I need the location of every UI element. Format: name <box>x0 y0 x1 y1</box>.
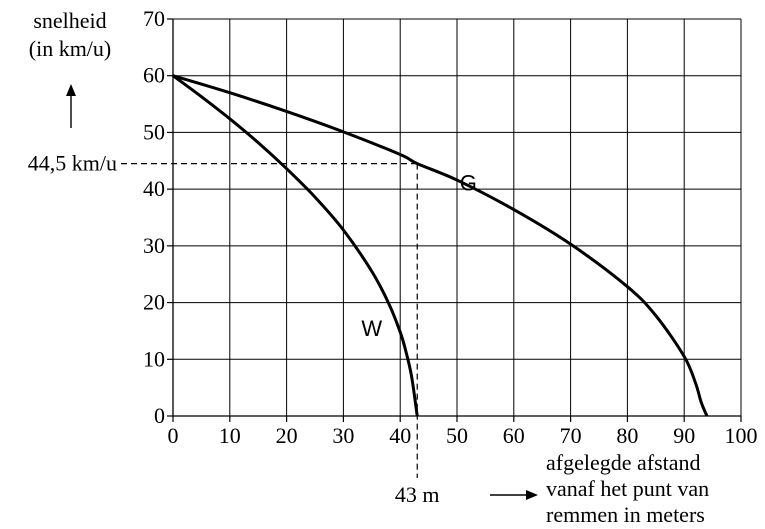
x-tick-label: 80 <box>616 423 638 448</box>
axes: 0 10 20 30 40 50 60 70 80 90 100 0 10 20 30 40 50 60 70 <box>143 6 758 448</box>
y-tick-label: 40 <box>143 176 165 201</box>
reference-lines <box>121 163 418 478</box>
series-label-g: G <box>460 170 477 195</box>
y-axis-arrow-head <box>66 84 76 96</box>
x-tick-label: 40 <box>389 423 411 448</box>
y-tick-label: 70 <box>143 6 165 31</box>
x-tick-label: 0 <box>168 423 179 448</box>
x-tick-label: 100 <box>725 423 758 448</box>
x-tick-label: 60 <box>503 423 525 448</box>
y-axis-label-line: (in km/u) <box>29 36 112 61</box>
series <box>172 74 709 417</box>
x-tick-label: 10 <box>219 423 241 448</box>
series-curve-w <box>172 74 419 417</box>
y-tick-label: 10 <box>143 346 165 371</box>
y-axis-label-line: snelheid <box>33 8 106 33</box>
x-tick-label: 70 <box>560 423 582 448</box>
y-tick-label: 50 <box>143 119 165 144</box>
y-tick-label: 0 <box>154 403 165 428</box>
y-tick-label: 30 <box>143 233 165 258</box>
y-tick-label: 20 <box>143 290 165 315</box>
reference-x-label: 43 m <box>395 482 440 507</box>
grid <box>172 18 742 417</box>
series-curve-g <box>172 74 709 417</box>
x-axis-label-line: remmen in meters <box>546 502 705 527</box>
x-axis-label-line: vanaf het punt van <box>546 476 709 501</box>
x-tick-label: 30 <box>332 423 354 448</box>
x-axis-arrow-head <box>526 490 538 500</box>
x-tick-label: 50 <box>446 423 468 448</box>
x-tick-label: 90 <box>673 423 695 448</box>
reference-y-label: 44,5 km/u <box>28 151 117 176</box>
x-tick-label: 20 <box>276 423 298 448</box>
y-tick-label: 60 <box>143 63 165 88</box>
series-label-w: W <box>361 316 382 341</box>
x-axis-label-line: afgelegde afstand <box>546 450 701 475</box>
